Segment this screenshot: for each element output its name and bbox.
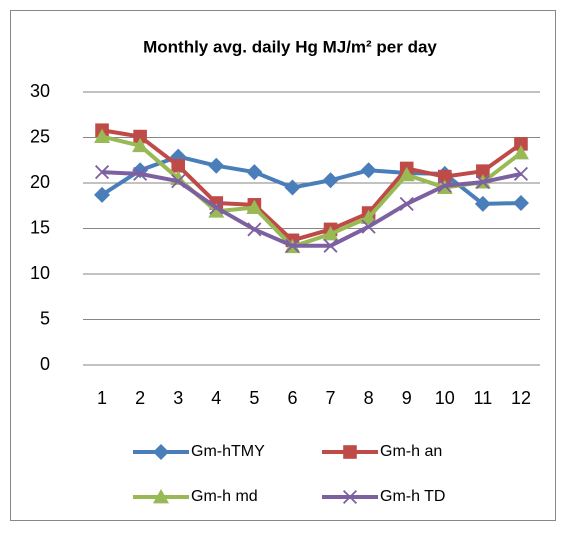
- marker: [171, 174, 186, 189]
- legend-label: Gm-h an: [380, 443, 442, 460]
- y-tick-label: 30: [30, 81, 50, 101]
- marker: [360, 162, 377, 179]
- marker: [246, 164, 263, 181]
- marker: [153, 444, 169, 460]
- marker: [209, 200, 224, 215]
- marker: [514, 137, 528, 151]
- marker: [361, 219, 376, 234]
- marker: [247, 222, 262, 237]
- marker: [246, 199, 263, 214]
- marker: [476, 164, 490, 178]
- marker: [133, 129, 147, 144]
- marker: [208, 157, 225, 174]
- marker: [284, 179, 301, 196]
- y-tick-label: 0: [40, 354, 50, 374]
- x-tick-label: 4: [211, 388, 221, 408]
- chart-frame: [10, 10, 556, 521]
- marker: [323, 238, 338, 253]
- y-tick-label: 20: [30, 172, 50, 192]
- marker: [95, 165, 110, 180]
- x-tick-label: 10: [435, 388, 455, 408]
- marker: [285, 238, 300, 253]
- y-tick-label: 25: [30, 126, 50, 146]
- y-tick-label: 10: [30, 263, 50, 283]
- marker: [343, 445, 357, 459]
- marker: [153, 489, 169, 504]
- marker: [399, 196, 414, 211]
- marker: [342, 489, 358, 505]
- legend-label: Gm-h md: [191, 488, 258, 505]
- x-tick-label: 1: [97, 388, 107, 408]
- x-tick-label: 7: [326, 388, 336, 408]
- marker: [437, 169, 452, 184]
- x-tick-label: 9: [402, 388, 412, 408]
- marker: [208, 203, 225, 218]
- x-tick-label: 6: [287, 388, 297, 408]
- marker: [437, 178, 452, 193]
- x-tick-label: 12: [511, 388, 531, 408]
- y-tick-label: 15: [30, 217, 50, 237]
- x-tick-label: 2: [135, 388, 145, 408]
- marker: [171, 158, 186, 173]
- x-tick-label: 11: [474, 388, 493, 408]
- series-line: [101, 170, 522, 248]
- legend-label: Gm-h TD: [380, 488, 445, 505]
- x-tick-label: 3: [173, 388, 183, 408]
- marker: [360, 209, 377, 224]
- y-tick-label: 5: [40, 308, 50, 328]
- marker: [475, 175, 490, 190]
- marker: [474, 195, 491, 212]
- legend-label: Gm-hTMY: [191, 443, 265, 460]
- marker: [133, 166, 148, 181]
- x-tick-label: 5: [249, 388, 259, 408]
- marker: [512, 144, 529, 160]
- marker: [94, 128, 111, 143]
- x-tick-label: 8: [364, 388, 374, 408]
- marker: [512, 195, 529, 212]
- marker: [513, 166, 528, 181]
- marker: [322, 225, 339, 241]
- marker: [322, 172, 339, 189]
- marker: [132, 137, 149, 153]
- chart-title: Monthly avg. daily Hg MJ/m² per day: [143, 37, 437, 56]
- marker: [94, 186, 111, 203]
- marker: [398, 166, 415, 182]
